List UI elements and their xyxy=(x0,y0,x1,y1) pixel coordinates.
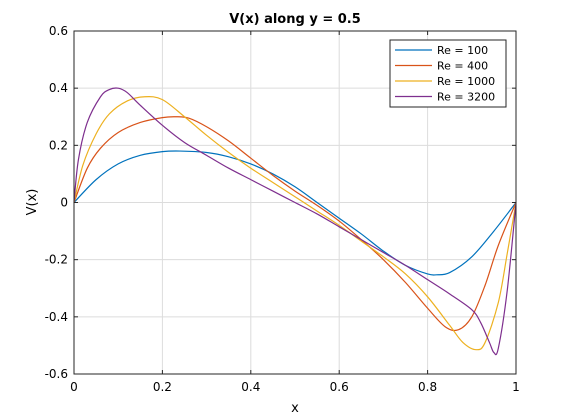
data-series xyxy=(73,87,517,356)
chart-title: V(x) along y = 0.5 xyxy=(229,12,361,27)
x-tick-label: 0.2 xyxy=(153,380,172,394)
legend-entry: Re = 1000 xyxy=(437,75,495,88)
y-tick-label: -0.4 xyxy=(45,310,68,324)
x-axis-label: x xyxy=(291,401,299,416)
y-tick-label: 0.2 xyxy=(49,138,68,152)
legend-box xyxy=(389,39,507,108)
x-tick-label: 0.8 xyxy=(418,380,437,394)
legend-entry: Re = 400 xyxy=(437,60,488,73)
series-line xyxy=(73,87,517,356)
series-line xyxy=(73,96,517,351)
legend-entry: Re = 100 xyxy=(437,44,488,57)
y-axis-label: V(x) xyxy=(25,189,40,216)
x-tick-label: 0.6 xyxy=(330,380,349,394)
y-tick-label: 0.6 xyxy=(49,24,68,38)
legend-entry: Re = 3200 xyxy=(437,91,495,104)
y-tick-label: 0 xyxy=(60,196,68,210)
series-line xyxy=(73,116,517,332)
y-tick-label: -0.2 xyxy=(45,253,68,267)
y-tick-label: 0.4 xyxy=(49,81,68,95)
series-line xyxy=(73,150,517,276)
legend: Re = 100 Re = 400 Re = 1000 Re = 3200 xyxy=(389,39,507,108)
x-tick-label: 0 xyxy=(70,380,78,394)
axis-ticks: 0 0.2 0.4 0.6 0.8 1 0.6 0.4 0.2 0 -0.2 -0.4 -0.6 xyxy=(45,24,520,394)
y-tick-label: -0.6 xyxy=(45,367,68,381)
x-tick-label: 1 xyxy=(512,380,520,394)
x-tick-label: 0.4 xyxy=(241,380,260,394)
